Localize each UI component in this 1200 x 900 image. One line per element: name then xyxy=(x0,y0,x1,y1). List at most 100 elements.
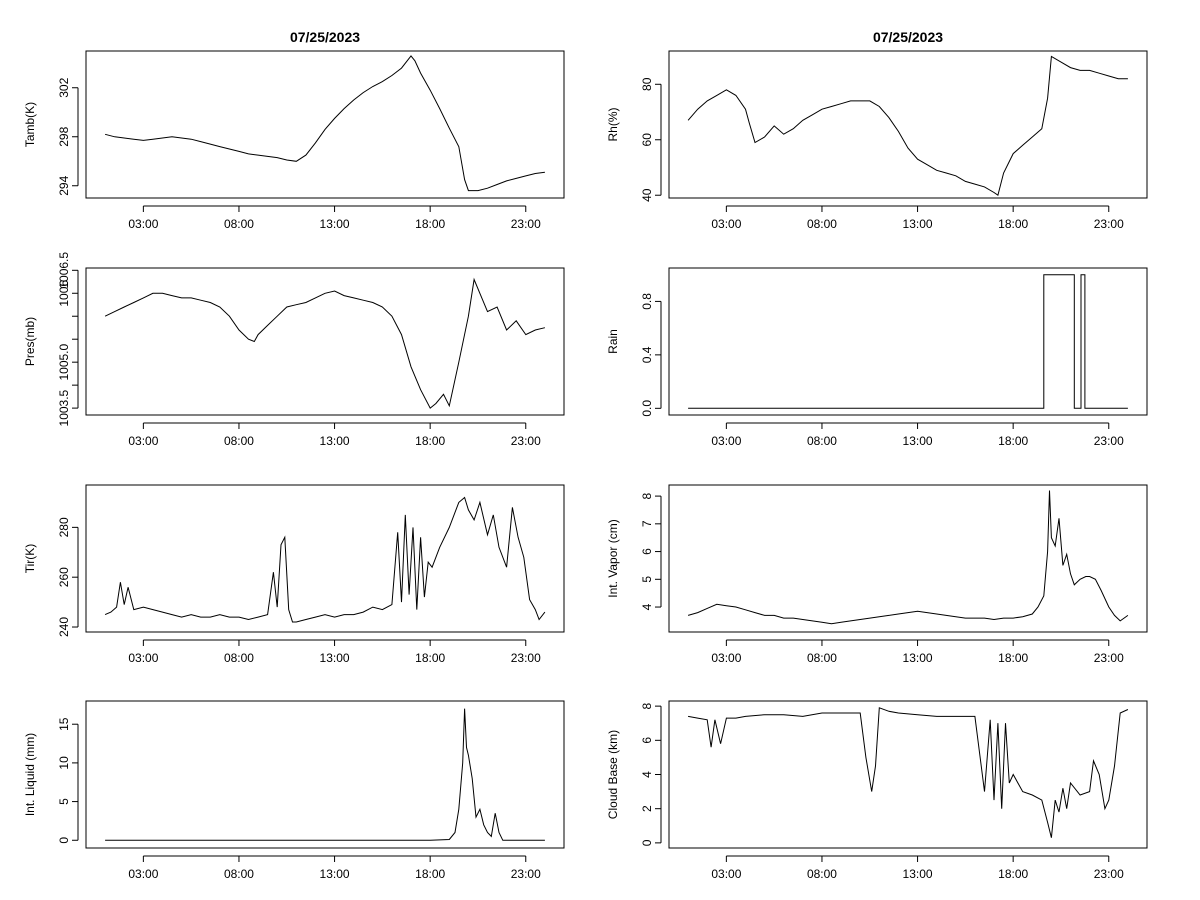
y-tick-label: 0.0 xyxy=(640,400,654,417)
y-tick-label: 4 xyxy=(640,771,654,778)
y-tick-label: 6 xyxy=(640,548,654,555)
y-tick-label: 1005.0 xyxy=(57,343,71,380)
series-line xyxy=(104,55,545,192)
y-tick-label: 294 xyxy=(57,175,71,195)
series-line xyxy=(687,490,1129,625)
series-line xyxy=(104,277,546,409)
y-tick-label: 80 xyxy=(640,77,654,91)
y-tick-label: 0 xyxy=(57,837,71,844)
y-tick-label: 1003.5 xyxy=(57,389,71,426)
panel-4: 03:00 08:00 13:00 18:00 23:00 0 5 10 15 Int. Liqu… xyxy=(23,700,565,881)
x-tick-label: 03:00 xyxy=(128,217,158,231)
x-tick-label: 03:00 xyxy=(711,434,741,448)
plot-frame xyxy=(85,700,565,849)
y-tick-label: 40 xyxy=(640,188,654,202)
y-tick-label: 2 xyxy=(640,805,654,812)
plot-frame xyxy=(85,484,565,633)
panel-1: 07/25/2023 03:00 08:00 13:00 18:00 23:00 294 29… xyxy=(23,29,565,231)
y-axis-label: Tamb(K) xyxy=(23,102,37,147)
plot-frame xyxy=(668,267,1148,416)
x-tick-label: 18:00 xyxy=(998,651,1028,665)
x-tick-label: 08:00 xyxy=(807,651,837,665)
x-tick-label: 23:00 xyxy=(1094,434,1124,448)
y-axis-label: Cloud Base (km) xyxy=(606,730,620,819)
x-tick-label: 18:00 xyxy=(415,651,445,665)
x-tick-label: 18:00 xyxy=(998,867,1028,881)
chart-title: 07/25/2023 xyxy=(290,29,360,45)
y-tick-label: 5 xyxy=(640,576,654,583)
x-tick-label: 23:00 xyxy=(1094,651,1124,665)
x-tick-label: 08:00 xyxy=(807,867,837,881)
y-axis-label: Int. Liquid (mm) xyxy=(23,733,37,816)
series-line xyxy=(105,708,545,841)
x-tick-label: 03:00 xyxy=(711,217,741,231)
x-tick-label: 13:00 xyxy=(320,651,350,665)
y-tick-label: 10 xyxy=(57,756,71,770)
x-tick-label: 08:00 xyxy=(224,217,254,231)
y-axis-label: Rh(%) xyxy=(606,107,620,141)
x-tick-label: 08:00 xyxy=(224,867,254,881)
plot-frame xyxy=(85,50,565,199)
x-tick-label: 03:00 xyxy=(711,651,741,665)
x-tick-label: 23:00 xyxy=(511,217,541,231)
x-tick-label: 18:00 xyxy=(415,867,445,881)
x-tick-label: 08:00 xyxy=(807,217,837,231)
x-tick-label: 23:00 xyxy=(511,867,541,881)
x-tick-label: 23:00 xyxy=(511,434,541,448)
plot-frame xyxy=(85,267,565,416)
plot-frame xyxy=(668,484,1148,633)
y-tick-label: 0.4 xyxy=(640,346,654,363)
panel-2: 03:00 08:00 13:00 18:00 23:00 1003.5 1005.0 100… xyxy=(23,252,565,448)
x-tick-label: 18:00 xyxy=(998,217,1028,231)
y-tick-label: 0 xyxy=(640,839,654,846)
x-tick-label: 03:00 xyxy=(128,434,158,448)
panel-8: 03:00 08:00 13:00 18:00 23:00 0 2 4 6 8 Cloud Base… xyxy=(606,700,1148,881)
y-axis-label: Int. Vapor (cm) xyxy=(606,519,620,597)
x-tick-label: 13:00 xyxy=(903,867,933,881)
x-tick-label: 13:00 xyxy=(320,434,350,448)
plot-frame xyxy=(668,50,1148,199)
y-tick-label: 260 xyxy=(57,567,71,587)
y-tick-label: 302 xyxy=(57,77,71,97)
series-line xyxy=(687,55,1128,197)
y-tick-label: 298 xyxy=(57,126,71,146)
x-tick-label: 08:00 xyxy=(224,434,254,448)
y-tick-label: 5 xyxy=(57,798,71,805)
y-tick-label: 15 xyxy=(57,717,71,731)
y-tick-label: 0.8 xyxy=(640,293,654,310)
x-tick-label: 13:00 xyxy=(320,217,350,231)
y-tick-label: 1006.5 xyxy=(57,252,71,289)
plot-frame xyxy=(668,700,1148,849)
x-tick-label: 13:00 xyxy=(903,651,933,665)
x-tick-label: 08:00 xyxy=(224,651,254,665)
y-tick-label: 8 xyxy=(640,702,654,709)
y-tick-label: 240 xyxy=(57,617,71,637)
x-tick-label: 18:00 xyxy=(998,434,1028,448)
x-tick-label: 23:00 xyxy=(1094,867,1124,881)
x-tick-label: 03:00 xyxy=(128,651,158,665)
y-tick-label: 280 xyxy=(57,517,71,537)
y-tick-label: 1006 xyxy=(57,280,71,307)
y-tick-label: 8 xyxy=(640,492,654,499)
x-tick-label: 13:00 xyxy=(903,217,933,231)
x-tick-label: 18:00 xyxy=(415,434,445,448)
series-line xyxy=(104,496,546,623)
x-tick-label: 13:00 xyxy=(903,434,933,448)
y-tick-label: 60 xyxy=(640,133,654,147)
panel-6: 03:00 08:00 13:00 18:00 23:00 0.0 0.4 0.8 Rain xyxy=(606,267,1148,448)
series-line xyxy=(688,274,1128,409)
y-tick-label: 4 xyxy=(640,603,654,610)
x-tick-label: 18:00 xyxy=(415,217,445,231)
chart-title: 07/25/2023 xyxy=(873,29,943,45)
y-axis-label: Rain xyxy=(606,329,620,354)
panel-3: 03:00 08:00 13:00 18:00 23:00 240 260 280 Tir(K) xyxy=(23,484,565,665)
x-tick-label: 23:00 xyxy=(1094,217,1124,231)
panel-7: 03:00 08:00 13:00 18:00 23:00 4 5 6 7 8 Int. Vapor… xyxy=(606,484,1148,665)
x-tick-label: 08:00 xyxy=(807,434,837,448)
x-tick-label: 03:00 xyxy=(128,867,158,881)
y-tick-label: 6 xyxy=(640,737,654,744)
y-tick-label: 7 xyxy=(640,520,654,527)
panel-5: 07/25/2023 03:00 08:00 13:00 18:00 23:00 40 60 8… xyxy=(606,29,1148,231)
x-tick-label: 03:00 xyxy=(711,867,741,881)
